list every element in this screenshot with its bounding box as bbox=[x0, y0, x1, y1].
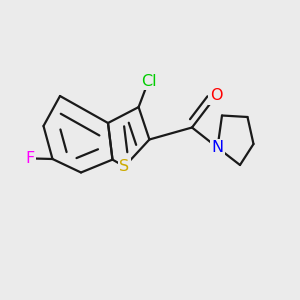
Text: S: S bbox=[119, 159, 130, 174]
Text: N: N bbox=[212, 140, 224, 155]
Text: Cl: Cl bbox=[141, 74, 156, 88]
Text: O: O bbox=[210, 88, 222, 104]
Text: F: F bbox=[26, 151, 34, 166]
